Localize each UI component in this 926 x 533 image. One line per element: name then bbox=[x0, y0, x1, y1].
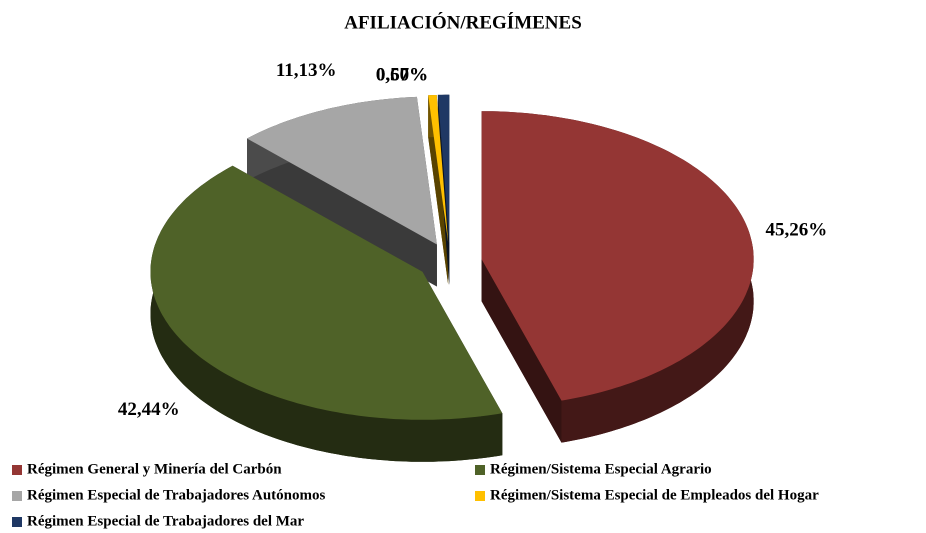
legend-swatch bbox=[12, 517, 22, 527]
legend-label: Régimen General y Minería del Carbón bbox=[27, 461, 282, 477]
legend-label: Régimen/Sistema Especial de Empleados de… bbox=[490, 487, 819, 503]
slice-side bbox=[247, 138, 437, 287]
legend-label: Régimen Especial de Trabajadores del Mar bbox=[27, 513, 304, 529]
slice-side bbox=[428, 95, 449, 285]
chart-title: AFILIACIÓN/REGÍMENES bbox=[344, 11, 582, 33]
legend-label: Régimen/Sistema Especial Agrario bbox=[490, 461, 712, 477]
data-label: 11,13% bbox=[276, 60, 337, 81]
slice bbox=[481, 111, 754, 401]
data-label: 0,67% bbox=[376, 64, 428, 85]
data-label: 0,50% bbox=[376, 64, 428, 85]
data-label: 45,26% bbox=[765, 219, 827, 240]
legend-swatch bbox=[475, 491, 485, 501]
legend-label: Régimen Especial de Trabajadores Autónom… bbox=[27, 487, 326, 503]
legend-swatch bbox=[12, 491, 22, 501]
legend-swatch bbox=[12, 465, 22, 475]
slice bbox=[428, 95, 449, 243]
legend-swatch bbox=[475, 465, 485, 475]
data-label: 42,44% bbox=[118, 399, 180, 420]
slice-side bbox=[481, 259, 562, 443]
slice-wall bbox=[150, 165, 503, 462]
slice bbox=[437, 94, 450, 243]
slice bbox=[247, 96, 437, 245]
slice bbox=[150, 165, 503, 420]
